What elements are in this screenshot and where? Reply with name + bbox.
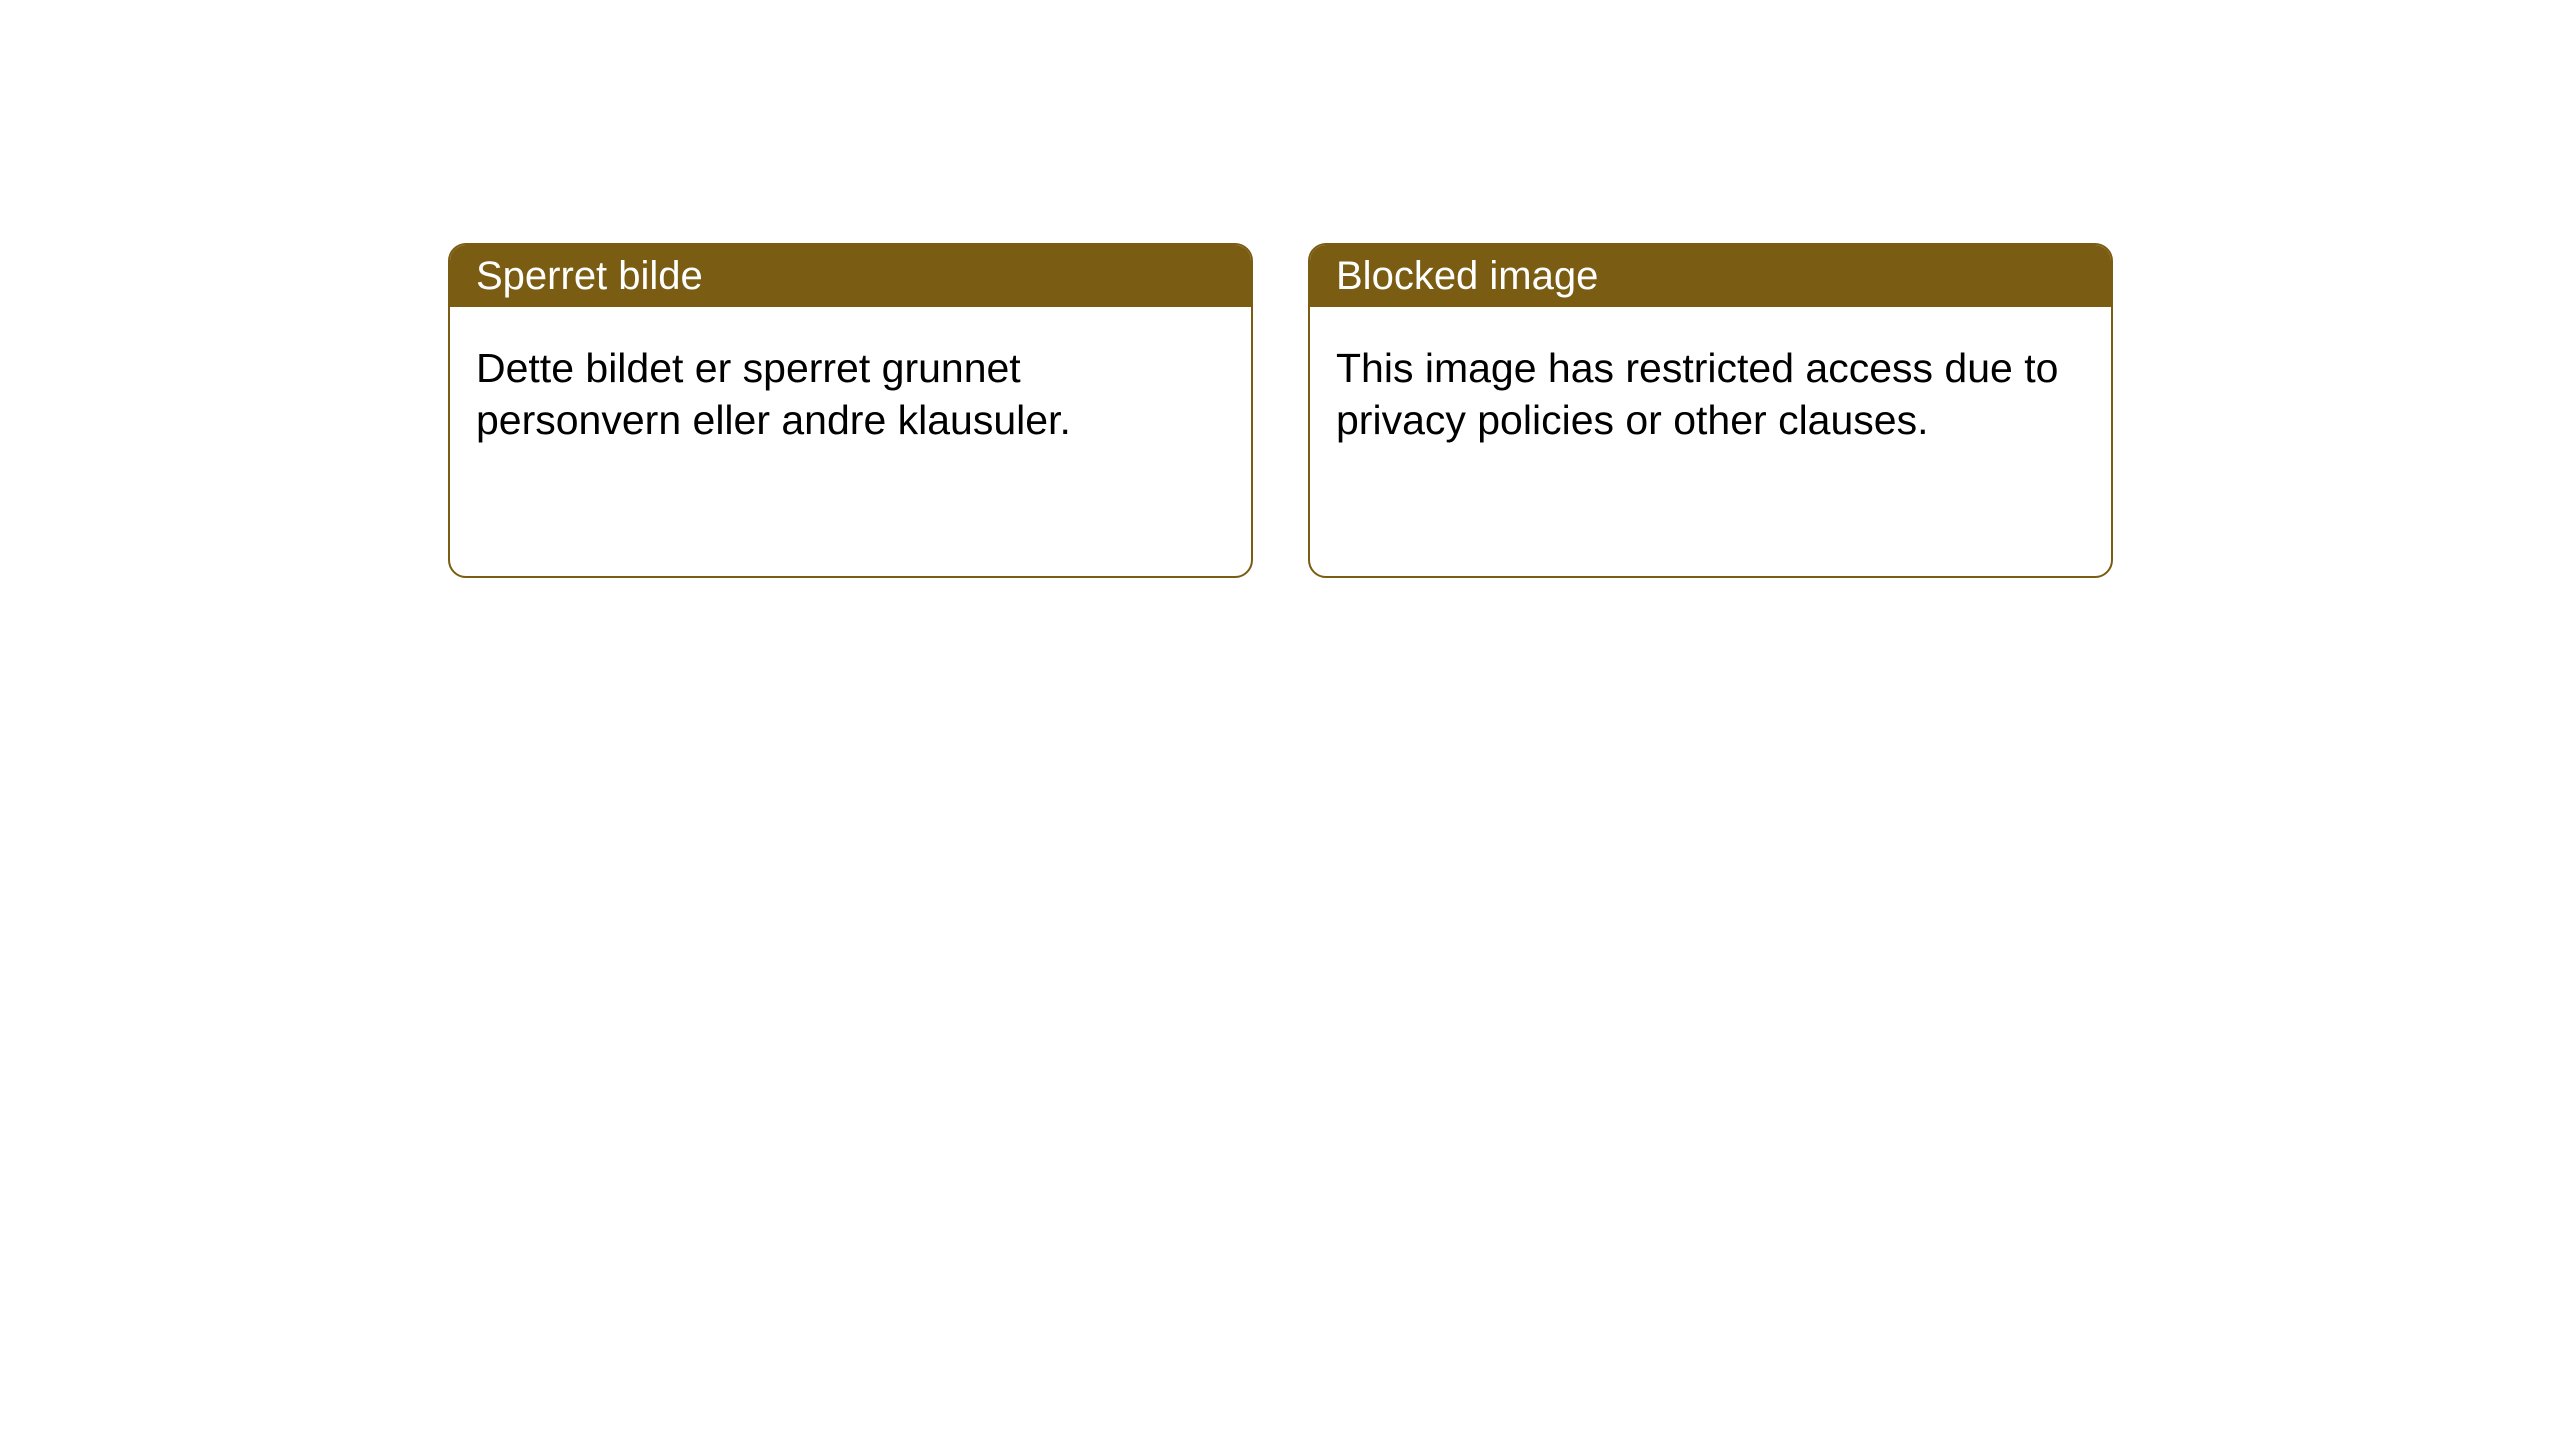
notice-title: Blocked image — [1336, 254, 1598, 299]
notice-text: Dette bildet er sperret grunnet personve… — [476, 345, 1071, 443]
notice-card-english: Blocked image This image has restricted … — [1308, 243, 2113, 578]
notice-body: Dette bildet er sperret grunnet personve… — [450, 307, 1251, 482]
notice-container: Sperret bilde Dette bildet er sperret gr… — [448, 243, 2113, 578]
notice-card-norwegian: Sperret bilde Dette bildet er sperret gr… — [448, 243, 1253, 578]
notice-header: Blocked image — [1310, 245, 2111, 307]
notice-title: Sperret bilde — [476, 254, 703, 299]
notice-body: This image has restricted access due to … — [1310, 307, 2111, 482]
notice-header: Sperret bilde — [450, 245, 1251, 307]
notice-text: This image has restricted access due to … — [1336, 345, 2058, 443]
